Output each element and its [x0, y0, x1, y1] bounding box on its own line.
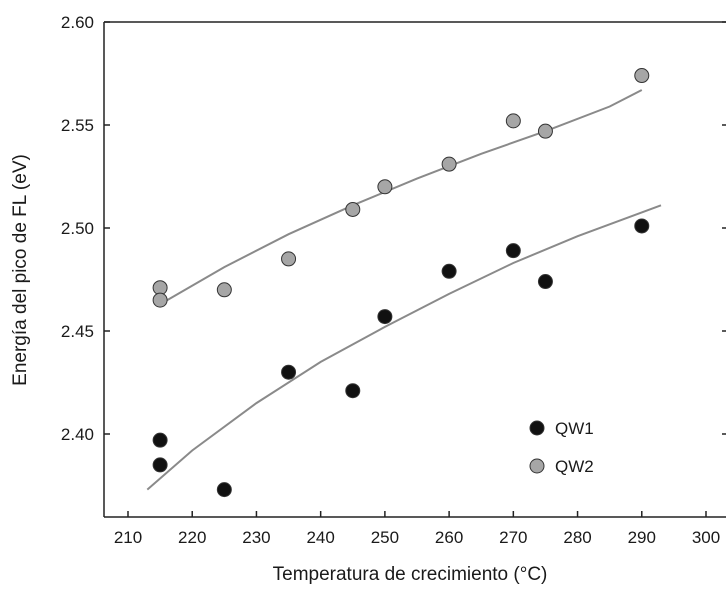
x-tick-label: 220 — [178, 528, 206, 547]
y-tick-label: 2.45 — [61, 322, 94, 341]
data-point-qw1 — [216, 482, 232, 498]
data-point-qw2 — [345, 201, 361, 217]
data-point-qw1 — [152, 432, 168, 448]
legend-label-qw1: QW1 — [555, 419, 594, 438]
x-tick-label: 230 — [242, 528, 270, 547]
data-point-qw2 — [281, 251, 297, 267]
y-tick-label: 2.50 — [61, 219, 94, 238]
data-point-qw2 — [634, 68, 650, 84]
data-point-qw1 — [441, 263, 457, 279]
fit-line-qw1 — [146, 204, 662, 491]
legend-label-qw2: QW2 — [555, 457, 594, 476]
data-point-qw1 — [634, 218, 650, 234]
x-tick-label: 280 — [563, 528, 591, 547]
data-point-qw2 — [216, 282, 232, 298]
legend-marker-qw1 — [529, 420, 545, 436]
y-tick-label: 2.55 — [61, 116, 94, 135]
data-point-qw2 — [537, 123, 553, 139]
plot-area: 210 220 230 240 250 260 270 280 290 300 2.40 2.45 2.… — [61, 13, 726, 547]
fit-line-qw2 — [159, 89, 643, 306]
data-point-qw2 — [505, 113, 521, 129]
data-point-qw1 — [377, 309, 393, 325]
data-point-qw2 — [152, 292, 168, 308]
y-tick-label: 2.40 — [61, 425, 94, 444]
x-tick-label: 300 — [692, 528, 720, 547]
data-point-qw1 — [505, 243, 521, 259]
data-point-qw2 — [377, 179, 393, 195]
data-point-qw2 — [441, 156, 457, 172]
data-point-qw1 — [152, 457, 168, 473]
legend-marker-qw2 — [529, 458, 545, 474]
x-axis-label: Temperatura de crecimiento (°C) — [273, 564, 548, 585]
x-tick-label: 260 — [435, 528, 463, 547]
x-tick-label: 250 — [371, 528, 399, 547]
y-tick-label: 2.60 — [61, 13, 94, 32]
data-point-qw1 — [281, 364, 297, 380]
y-axis-title: Energía del pico de FL (eV) — [10, 154, 31, 386]
data-point-qw1 — [345, 383, 361, 399]
x-tick-label: 240 — [306, 528, 334, 547]
x-tick-label: 290 — [628, 528, 656, 547]
x-tick-label: 210 — [114, 528, 142, 547]
data-point-qw1 — [537, 274, 553, 290]
x-tick-label: 270 — [499, 528, 527, 547]
y-axis-label: Energía del pico de FL (eV) — [10, 154, 31, 386]
